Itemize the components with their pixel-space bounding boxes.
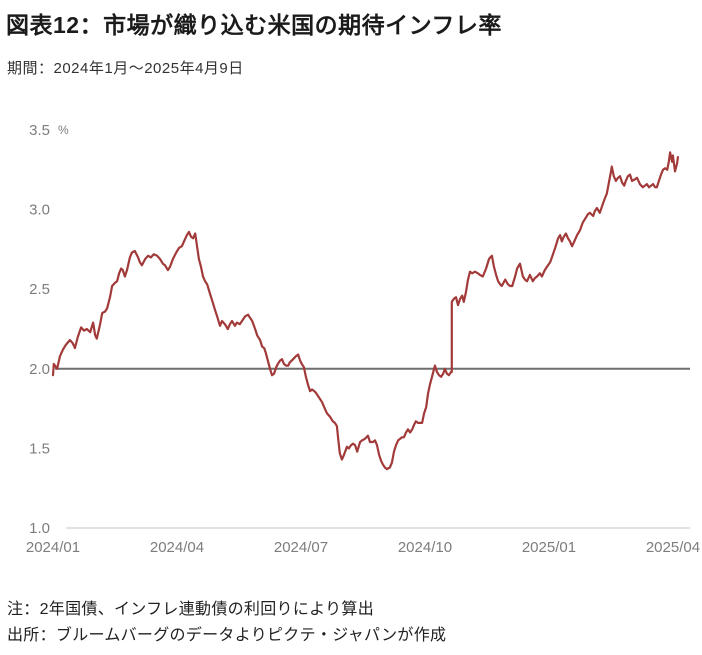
x-tick-label: 2025/01 bbox=[522, 539, 576, 556]
x-tick-label: 2024/01 bbox=[26, 539, 80, 556]
x-tick-label: 2024/04 bbox=[150, 539, 204, 556]
y-tick-label: 2.5 bbox=[29, 281, 50, 298]
y-tick-label: 1.5 bbox=[29, 440, 50, 457]
note-source: 出所：ブルームバーグのデータよりピクテ・ジャパンが作成 bbox=[7, 627, 447, 645]
y-tick-label: 3.0 bbox=[29, 202, 50, 219]
x-tick-label: 2024/10 bbox=[398, 539, 452, 556]
y-tick-label: 2.0 bbox=[29, 361, 50, 378]
figure-title: 図表12：市場が織り込む米国の期待インフレ率 bbox=[6, 12, 502, 38]
y-axis-unit-label: % bbox=[58, 123, 69, 137]
inflation-expectation-series-line bbox=[51, 151, 680, 471]
figure-notes: 注：2年国債、インフレ連動債の利回りにより算出 出所：ブルームバーグのデータより… bbox=[7, 597, 446, 650]
y-tick-label: 3.5 bbox=[29, 122, 50, 139]
y-tick-label: 1.0 bbox=[29, 520, 50, 537]
figure-period: 期間：2024年1月～2025年4月9日 bbox=[7, 60, 244, 77]
note-calculation: 注：2年国債、インフレ連動債の利回りにより算出 bbox=[7, 601, 374, 618]
x-tick-label: 2025/04 bbox=[646, 539, 700, 556]
x-tick-label: 2024/07 bbox=[274, 539, 328, 556]
